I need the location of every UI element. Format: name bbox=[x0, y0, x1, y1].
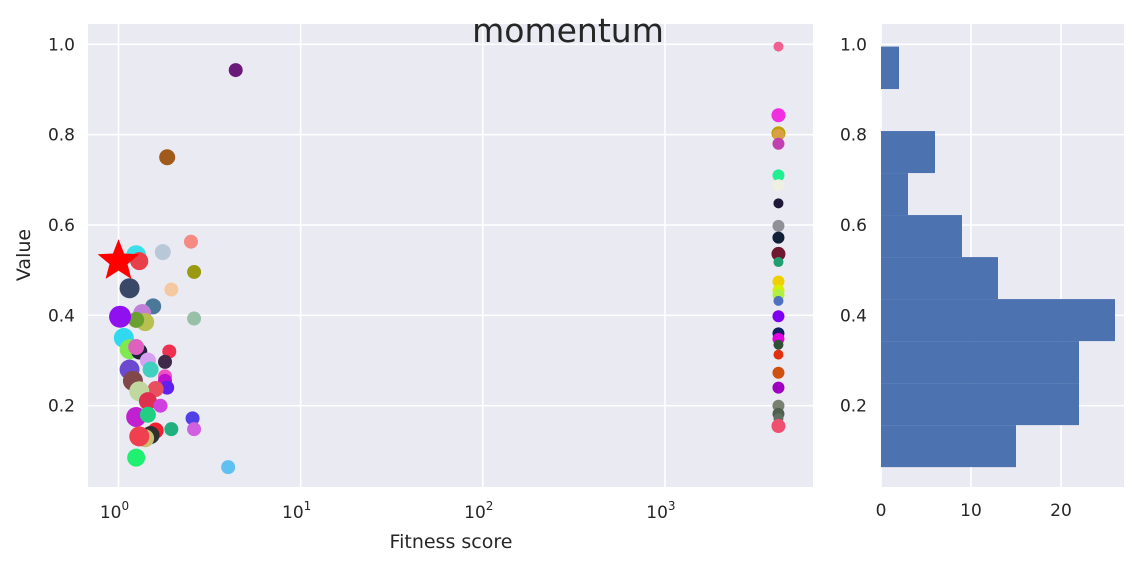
scatter-point bbox=[773, 349, 784, 360]
scatter-point bbox=[772, 169, 785, 182]
scatter-point bbox=[158, 354, 173, 369]
scatter-point bbox=[160, 380, 175, 395]
y-tick-label: 0.8 bbox=[840, 126, 867, 146]
x-tick-label: 101 bbox=[282, 499, 311, 523]
histogram-bar bbox=[881, 131, 935, 174]
highlight-star-marker bbox=[97, 239, 140, 279]
scatter-point bbox=[147, 380, 164, 397]
scatter-x-tick-labels: 100 101 102 103 bbox=[100, 499, 676, 523]
histogram-bar bbox=[881, 383, 1079, 426]
scatter-point bbox=[164, 282, 179, 297]
scatter-point bbox=[154, 244, 171, 261]
scatter-point bbox=[773, 41, 784, 52]
x-tick-label: 0 bbox=[876, 501, 887, 521]
scatter-points bbox=[109, 41, 786, 475]
histogram-y-tick-labels: 0.2 0.4 0.6 0.8 1.0 bbox=[840, 35, 867, 416]
scatter-panel: 100 101 102 103 0.2 0.4 0.6 0.8 1.0 Fitness sco… bbox=[13, 24, 813, 553]
scatter-y-tick-labels: 0.2 0.4 0.6 0.8 1.0 bbox=[48, 35, 75, 416]
histogram-bars bbox=[881, 46, 1115, 468]
histogram-bar bbox=[881, 173, 908, 216]
scatter-point bbox=[128, 311, 145, 328]
histogram-bar bbox=[881, 425, 1016, 468]
scatter-point bbox=[221, 460, 236, 475]
y-tick-label: 0.6 bbox=[840, 216, 867, 236]
scatter-point bbox=[772, 128, 785, 141]
scatter-point bbox=[772, 179, 785, 192]
y-tick-label: 1.0 bbox=[840, 35, 867, 55]
scatter-gridlines bbox=[88, 24, 813, 487]
scatter-point bbox=[129, 426, 150, 447]
scatter-point bbox=[773, 295, 784, 306]
scatter-point bbox=[187, 264, 202, 279]
figure-title: momentum bbox=[472, 11, 664, 50]
scatter-point bbox=[772, 137, 785, 150]
x-tick-label: 100 bbox=[100, 499, 129, 523]
x-tick-label: 102 bbox=[464, 499, 493, 523]
y-tick-label: 0.4 bbox=[840, 306, 867, 326]
scatter-point bbox=[772, 219, 785, 232]
histogram-panel: 0 10 20 0.2 0.4 0.6 0.8 1.0 bbox=[840, 24, 1124, 521]
best-value-star bbox=[97, 239, 140, 279]
scatter-point bbox=[772, 275, 785, 288]
histogram-x-tick-labels: 0 10 20 bbox=[876, 501, 1072, 521]
scatter-point bbox=[185, 411, 200, 426]
scatter-point bbox=[128, 338, 145, 355]
scatter-point bbox=[187, 422, 202, 437]
scatter-point bbox=[772, 231, 785, 244]
y-tick-label: 0.2 bbox=[48, 397, 75, 417]
histogram-bar bbox=[881, 46, 899, 90]
x-tick-label: 103 bbox=[646, 499, 675, 523]
scatter-point bbox=[771, 108, 786, 123]
scatter-point bbox=[138, 392, 157, 411]
scatter-point bbox=[772, 310, 785, 323]
scatter-point bbox=[153, 398, 168, 413]
scatter-point bbox=[183, 234, 198, 249]
histogram-bar bbox=[881, 257, 998, 300]
scatter-point bbox=[139, 406, 156, 423]
scatter-point bbox=[773, 339, 784, 350]
scatter-point bbox=[228, 63, 243, 78]
y-tick-label: 0.2 bbox=[840, 397, 867, 417]
histogram-bar bbox=[881, 341, 1079, 384]
scatter-point bbox=[159, 149, 176, 166]
histogram-bar bbox=[881, 299, 1115, 342]
y-tick-label: 0.8 bbox=[48, 126, 75, 146]
scatter-point bbox=[771, 246, 786, 261]
scatter-plot-area bbox=[88, 24, 813, 487]
scatter-point bbox=[109, 305, 132, 328]
scatter-point bbox=[773, 257, 784, 268]
y-tick-label: 1.0 bbox=[48, 35, 75, 55]
scatter-point bbox=[773, 198, 784, 209]
scatter-point bbox=[772, 366, 785, 379]
scatter-point bbox=[771, 419, 786, 434]
scatter-point bbox=[142, 361, 159, 378]
x-tick-label: 20 bbox=[1050, 501, 1072, 521]
scatter-point bbox=[772, 381, 785, 394]
scatter-point bbox=[127, 448, 146, 467]
x-axis-label: Fitness score bbox=[390, 531, 513, 553]
scatter-point bbox=[164, 422, 179, 437]
x-tick-label: 10 bbox=[960, 501, 982, 521]
histogram-bar bbox=[881, 215, 962, 258]
scatter-point bbox=[119, 278, 140, 299]
y-tick-label: 0.6 bbox=[48, 216, 75, 236]
y-tick-label: 0.4 bbox=[48, 306, 75, 326]
scatter-point bbox=[187, 311, 202, 326]
y-axis-label: Value bbox=[13, 229, 35, 281]
